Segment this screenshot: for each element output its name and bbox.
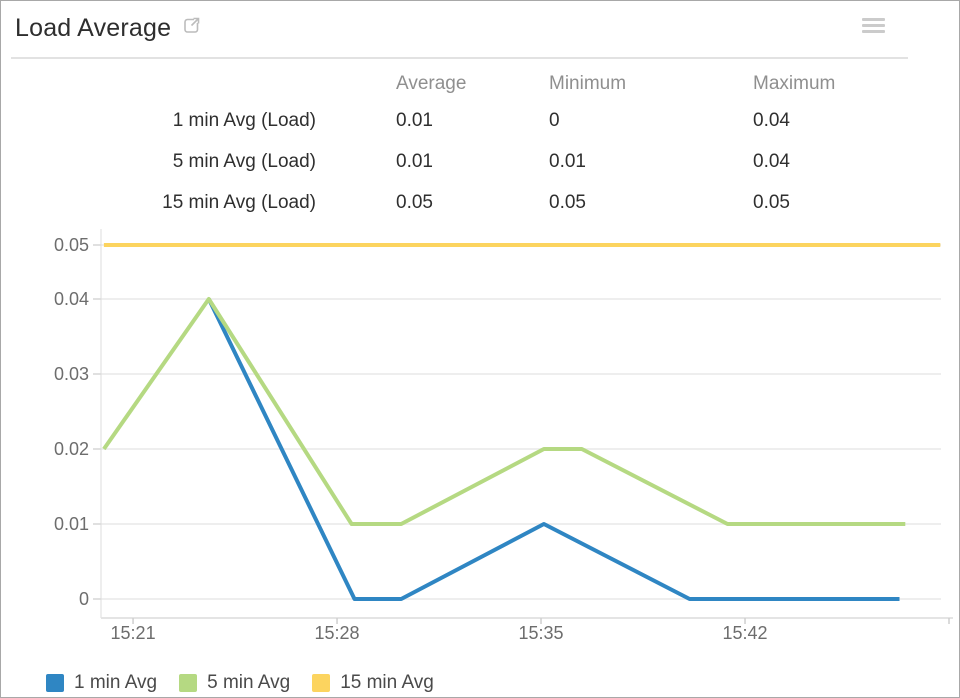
chart-legend: 1 min Avg 5 min Avg 15 min Avg [46,672,456,694]
series-line-1-min-avg[interactable] [207,298,900,601]
legend-label: 15 min Avg [340,672,434,693]
hamburger-bar [862,24,885,27]
row-minimum: 0.01 [549,150,586,172]
row-minimum: 0 [549,109,560,131]
row-label: 1 min Avg (Load) [172,109,316,131]
external-link-icon[interactable] [181,15,202,41]
stats-col-average: Average [396,72,467,94]
legend-item-1min[interactable]: 1 min Avg [46,672,157,694]
legend-item-15min[interactable]: 15 min Avg [312,672,434,694]
table-row: 5 min Avg (Load) 0.01 0.01 0.04 [1,141,960,182]
row-maximum: 0.05 [753,191,790,213]
page-title: Load Average [15,14,172,42]
series-line-5-min-avg[interactable] [102,297,906,526]
load-average-line-chart[interactable]: 0 0.01 0.02 0.03 0.04 0.05 15:21 15:28 15:35 15:4… [1,221,960,653]
stats-col-maximum: Maximum [753,72,836,94]
legend-swatch-icon [179,674,198,692]
header-divider [11,57,908,59]
y-tick-label: 0.03 [54,364,89,384]
row-average: 0.01 [396,109,433,131]
x-tick-label: 15:42 [722,623,767,643]
row-label: 15 min Avg (Load) [162,191,316,213]
row-maximum: 0.04 [753,150,790,172]
hamburger-menu-icon[interactable] [862,18,885,36]
table-row: 15 min Avg (Load) 0.05 0.05 0.05 [1,182,960,223]
x-tick-label: 15:35 [519,623,564,643]
row-minimum: 0.05 [549,191,586,213]
x-tick-label: 15:21 [111,623,156,643]
row-average: 0.01 [396,150,433,172]
y-tick-label: 0.04 [54,289,89,309]
widget-header: Load Average [1,1,959,57]
legend-swatch-icon [312,674,331,692]
y-tick-label: 0.02 [54,439,89,459]
y-tick-label: 0.01 [54,514,89,534]
stats-table: Average Minimum Maximum 1 min Avg (Load)… [1,67,960,223]
legend-swatch-icon [46,674,64,692]
y-tick-label: 0.05 [54,235,89,255]
stats-header-row: Average Minimum Maximum [1,67,960,100]
row-average: 0.05 [396,191,433,213]
legend-label: 5 min Avg [207,672,291,693]
table-row: 1 min Avg (Load) 0.01 0 0.04 [1,100,960,141]
hamburger-bar [862,18,885,21]
row-maximum: 0.04 [753,109,790,131]
row-label: 5 min Avg (Load) [172,150,316,172]
stats-col-minimum: Minimum [549,72,627,94]
x-tick-label: 15:28 [315,623,360,643]
legend-label: 1 min Avg [74,672,158,693]
hamburger-bar [862,30,885,33]
y-tick-label: 0 [79,589,89,609]
legend-item-5min[interactable]: 5 min Avg [179,672,290,694]
